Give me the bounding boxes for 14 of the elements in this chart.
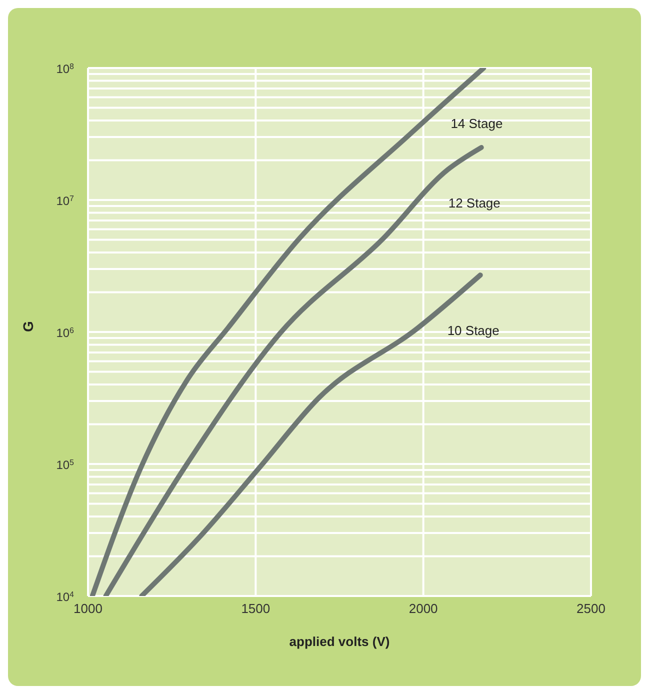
x-axis-title: applied volts (V) bbox=[289, 634, 390, 649]
series-label: 12 Stage bbox=[448, 195, 500, 210]
series-label: 10 Stage bbox=[447, 323, 500, 338]
y-axis-title: G bbox=[20, 321, 36, 332]
y-tick-label: 10$^{4}$ bbox=[56, 590, 75, 604]
series-label: 14 Stage bbox=[450, 116, 503, 131]
x-tick-label: 1500 bbox=[241, 601, 270, 616]
y-tick-label: 10$^{5}$ bbox=[56, 458, 75, 472]
y-tick-label: 10$^{6}$ bbox=[56, 326, 75, 340]
x-tick-label: 2000 bbox=[408, 601, 438, 616]
x-tick-label: 2500 bbox=[576, 601, 606, 616]
x-tick-label: 1000 bbox=[74, 601, 102, 616]
y-tick-label: 10$^{7}$ bbox=[56, 194, 75, 208]
y-tick-label: 10$^{8}$ bbox=[56, 62, 75, 76]
